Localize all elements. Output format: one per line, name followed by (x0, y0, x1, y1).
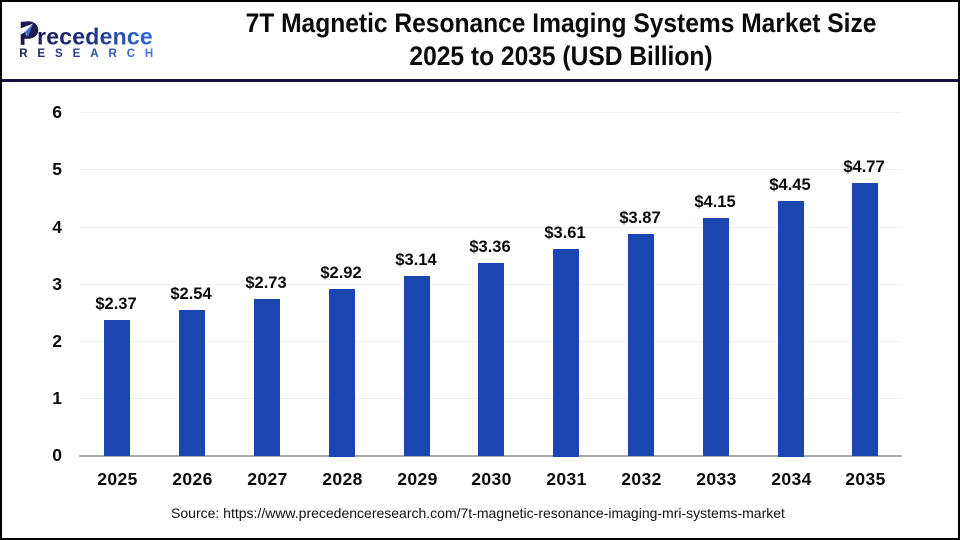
svg-text:recedence: recedence (37, 23, 153, 49)
svg-text:RESEARCH: RESEARCH (19, 48, 163, 60)
